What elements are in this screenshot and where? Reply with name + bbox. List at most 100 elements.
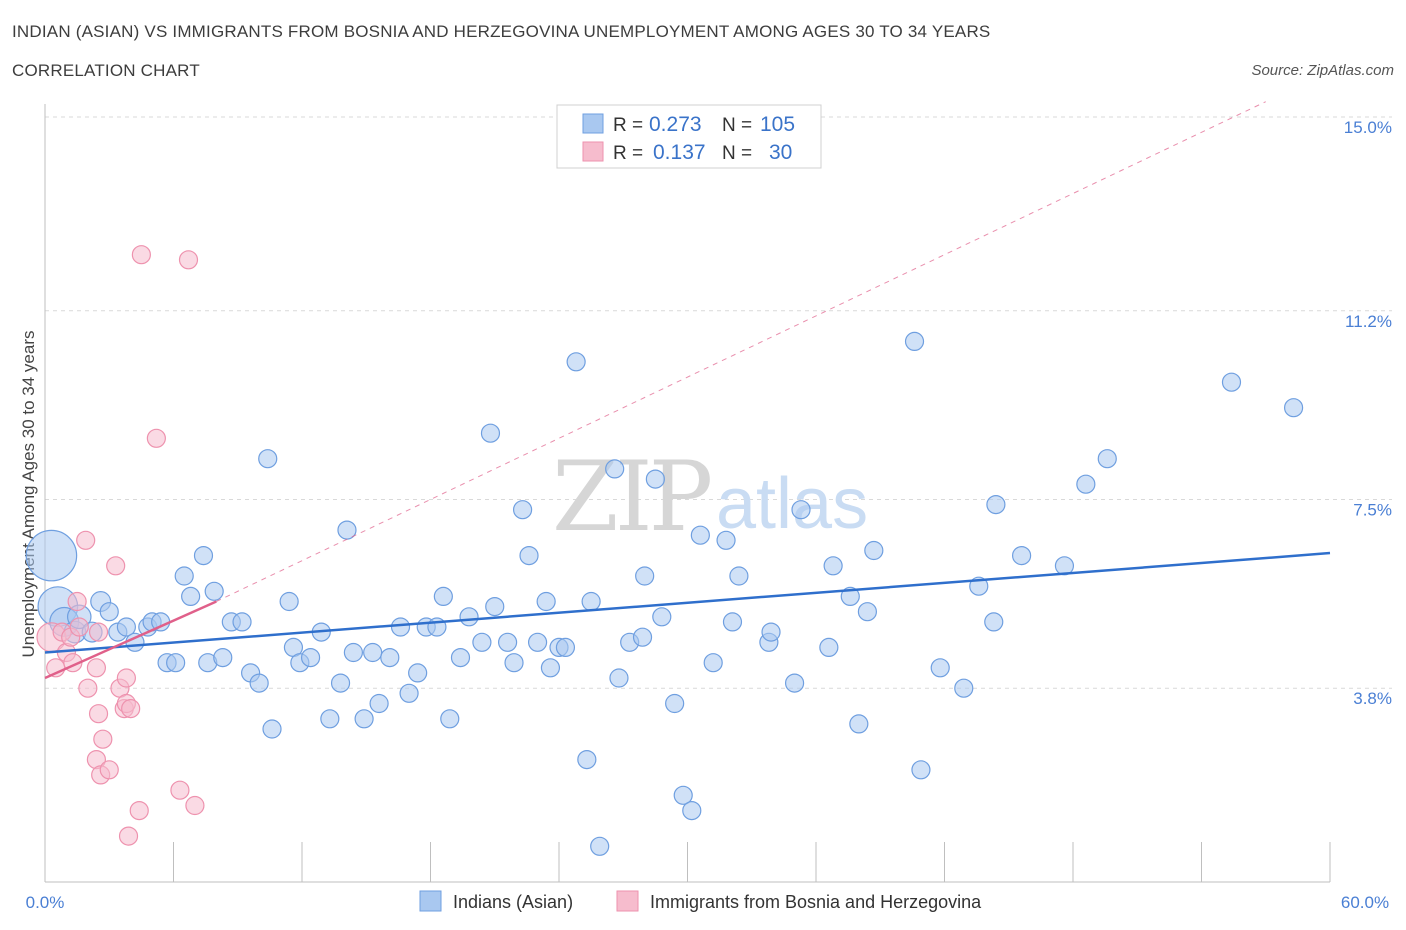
stats-legend: R = 0.273 N = 105 R = 0.137 N = 30: [556, 104, 822, 169]
data-point-indians-asian: [703, 653, 723, 673]
legend-n-value-blue: 105: [760, 113, 795, 136]
series-indians-asian: [25, 331, 1304, 856]
data-point-indians-asian: [498, 632, 518, 652]
data-point-bosnia-herzegovina: [118, 826, 139, 846]
y-tick-label: 15.0%: [1344, 118, 1392, 137]
y-axis-title: Unemployment Among Ages 30 to 34 years: [19, 331, 38, 658]
data-point-indians-asian: [232, 612, 252, 632]
data-point-indians-asian: [181, 586, 201, 607]
data-point-indians-asian: [716, 530, 736, 550]
data-point-indians-asian: [519, 545, 539, 566]
data-point-indians-asian: [527, 632, 548, 652]
data-point-indians-asian: [984, 612, 1004, 632]
legend-swatch-blue: [582, 113, 604, 134]
trend-line-bosnia-herzegovina: [44, 600, 217, 680]
data-point-bosnia-herzegovina: [93, 729, 113, 749]
data-point-indians-asian: [459, 607, 479, 627]
data-point-bosnia-herzegovina: [185, 795, 205, 816]
data-point-indians-asian: [343, 642, 363, 663]
data-point-indians-asian: [193, 545, 214, 566]
data-point-bosnia-herzegovina: [129, 800, 149, 821]
series-legend-swatch-blue: [419, 890, 442, 912]
data-point-indians-asian: [673, 785, 693, 805]
watermark-zip: ZIP: [552, 441, 711, 553]
data-point-indians-asian: [540, 658, 561, 678]
y-tick-label: 3.8%: [1353, 689, 1392, 708]
data-point-indians-asian: [485, 596, 505, 617]
data-point-indians-asian: [213, 647, 233, 668]
data-point-bosnia-herzegovina: [116, 668, 136, 688]
data-point-bosnia-herzegovina: [121, 698, 141, 719]
data-point-indians-asian: [300, 647, 321, 668]
data-point-indians-asian: [729, 566, 749, 586]
data-point-bosnia-herzegovina: [86, 658, 107, 678]
data-point-bosnia-herzegovina: [106, 556, 126, 576]
source-label: Source: ZipAtlas.com: [1251, 62, 1394, 79]
trend-line-bosnia-extrapolated: [216, 101, 1266, 602]
data-point-indians-asian: [380, 647, 400, 668]
data-point-indians-asian: [504, 653, 524, 673]
data-point-indians-asian: [840, 586, 860, 607]
data-point-indians-asian: [682, 800, 702, 821]
data-point-indians-asian: [1283, 398, 1304, 418]
data-point-indians-asian: [761, 622, 781, 642]
data-point-indians-asian: [390, 617, 411, 637]
data-point-indians-asian: [857, 602, 878, 622]
legend-n-value-pink: 30: [769, 141, 792, 164]
data-point-bosnia-herzegovina: [170, 780, 190, 800]
data-point-indians-asian: [320, 709, 340, 729]
data-point-bosnia-herzegovina: [78, 678, 98, 698]
data-point-indians-asian: [1221, 372, 1242, 392]
data-point-indians-asian: [690, 525, 710, 545]
data-point-indians-asian: [986, 495, 1006, 515]
data-point-indians-asian: [930, 658, 950, 678]
data-point-indians-asian: [555, 637, 576, 658]
data-point-indians-asian: [566, 352, 586, 372]
data-point-indians-asian: [440, 709, 460, 729]
series-legend-swatch-pink: [616, 890, 639, 912]
data-point-indians-asian: [174, 566, 194, 586]
data-point-indians-asian: [823, 556, 843, 576]
watermark-atlas: atlas: [716, 464, 868, 544]
chart-subtitle: CORRELATION CHART: [12, 61, 200, 80]
data-point-indians-asian: [635, 566, 655, 586]
legend-r-value-blue: 0.273: [649, 113, 702, 136]
x-tick-label-max: 60.0%: [1341, 893, 1389, 912]
trend-line-indians-asian: [44, 551, 1331, 654]
gridlines: [45, 116, 1392, 689]
data-point-indians-asian: [791, 500, 811, 520]
data-point-indians-asian: [262, 719, 282, 739]
data-point-indians-asian: [632, 627, 653, 647]
y-tick-label: 11.2%: [1345, 312, 1392, 331]
data-point-indians-asian: [363, 642, 383, 663]
series-legend-label-blue: Indians (Asian): [453, 892, 573, 912]
data-point-indians-asian: [408, 663, 428, 683]
data-point-indians-asian: [784, 673, 805, 693]
data-point-indians-asian: [819, 637, 839, 658]
legend-n-label-blue: N =: [722, 115, 752, 136]
data-point-indians-asian: [450, 647, 471, 668]
series-legend-label-pink: Immigrants from Bosnia and Herzegovina: [650, 892, 982, 912]
data-point-bosnia-herzegovina: [99, 760, 119, 780]
data-point-bosnia-herzegovina: [67, 591, 87, 612]
data-point-indians-asian: [369, 693, 389, 714]
data-point-indians-asian: [204, 581, 224, 601]
data-point-indians-asian: [722, 612, 743, 632]
data-point-indians-asian: [911, 760, 931, 780]
data-point-indians-asian: [1076, 474, 1096, 494]
series-legend: Indians (Asian) Immigrants from Bosnia a…: [419, 890, 982, 912]
data-point-bosnia-herzegovina: [88, 704, 109, 724]
data-point-indians-asian: [249, 673, 269, 693]
legend-r-value-pink: 0.137: [653, 141, 706, 164]
x-tick-label-min: 0.0%: [26, 893, 65, 912]
data-point-indians-asian: [665, 693, 685, 714]
data-point-bosnia-herzegovina: [88, 622, 109, 642]
legend-swatch-pink: [582, 141, 604, 162]
data-point-indians-asian: [25, 529, 78, 582]
data-point-indians-asian: [399, 683, 419, 703]
data-point-indians-asian: [864, 540, 884, 561]
data-point-indians-asian: [480, 423, 501, 443]
data-point-indians-asian: [472, 632, 492, 652]
data-point-bosnia-herzegovina: [69, 617, 89, 637]
